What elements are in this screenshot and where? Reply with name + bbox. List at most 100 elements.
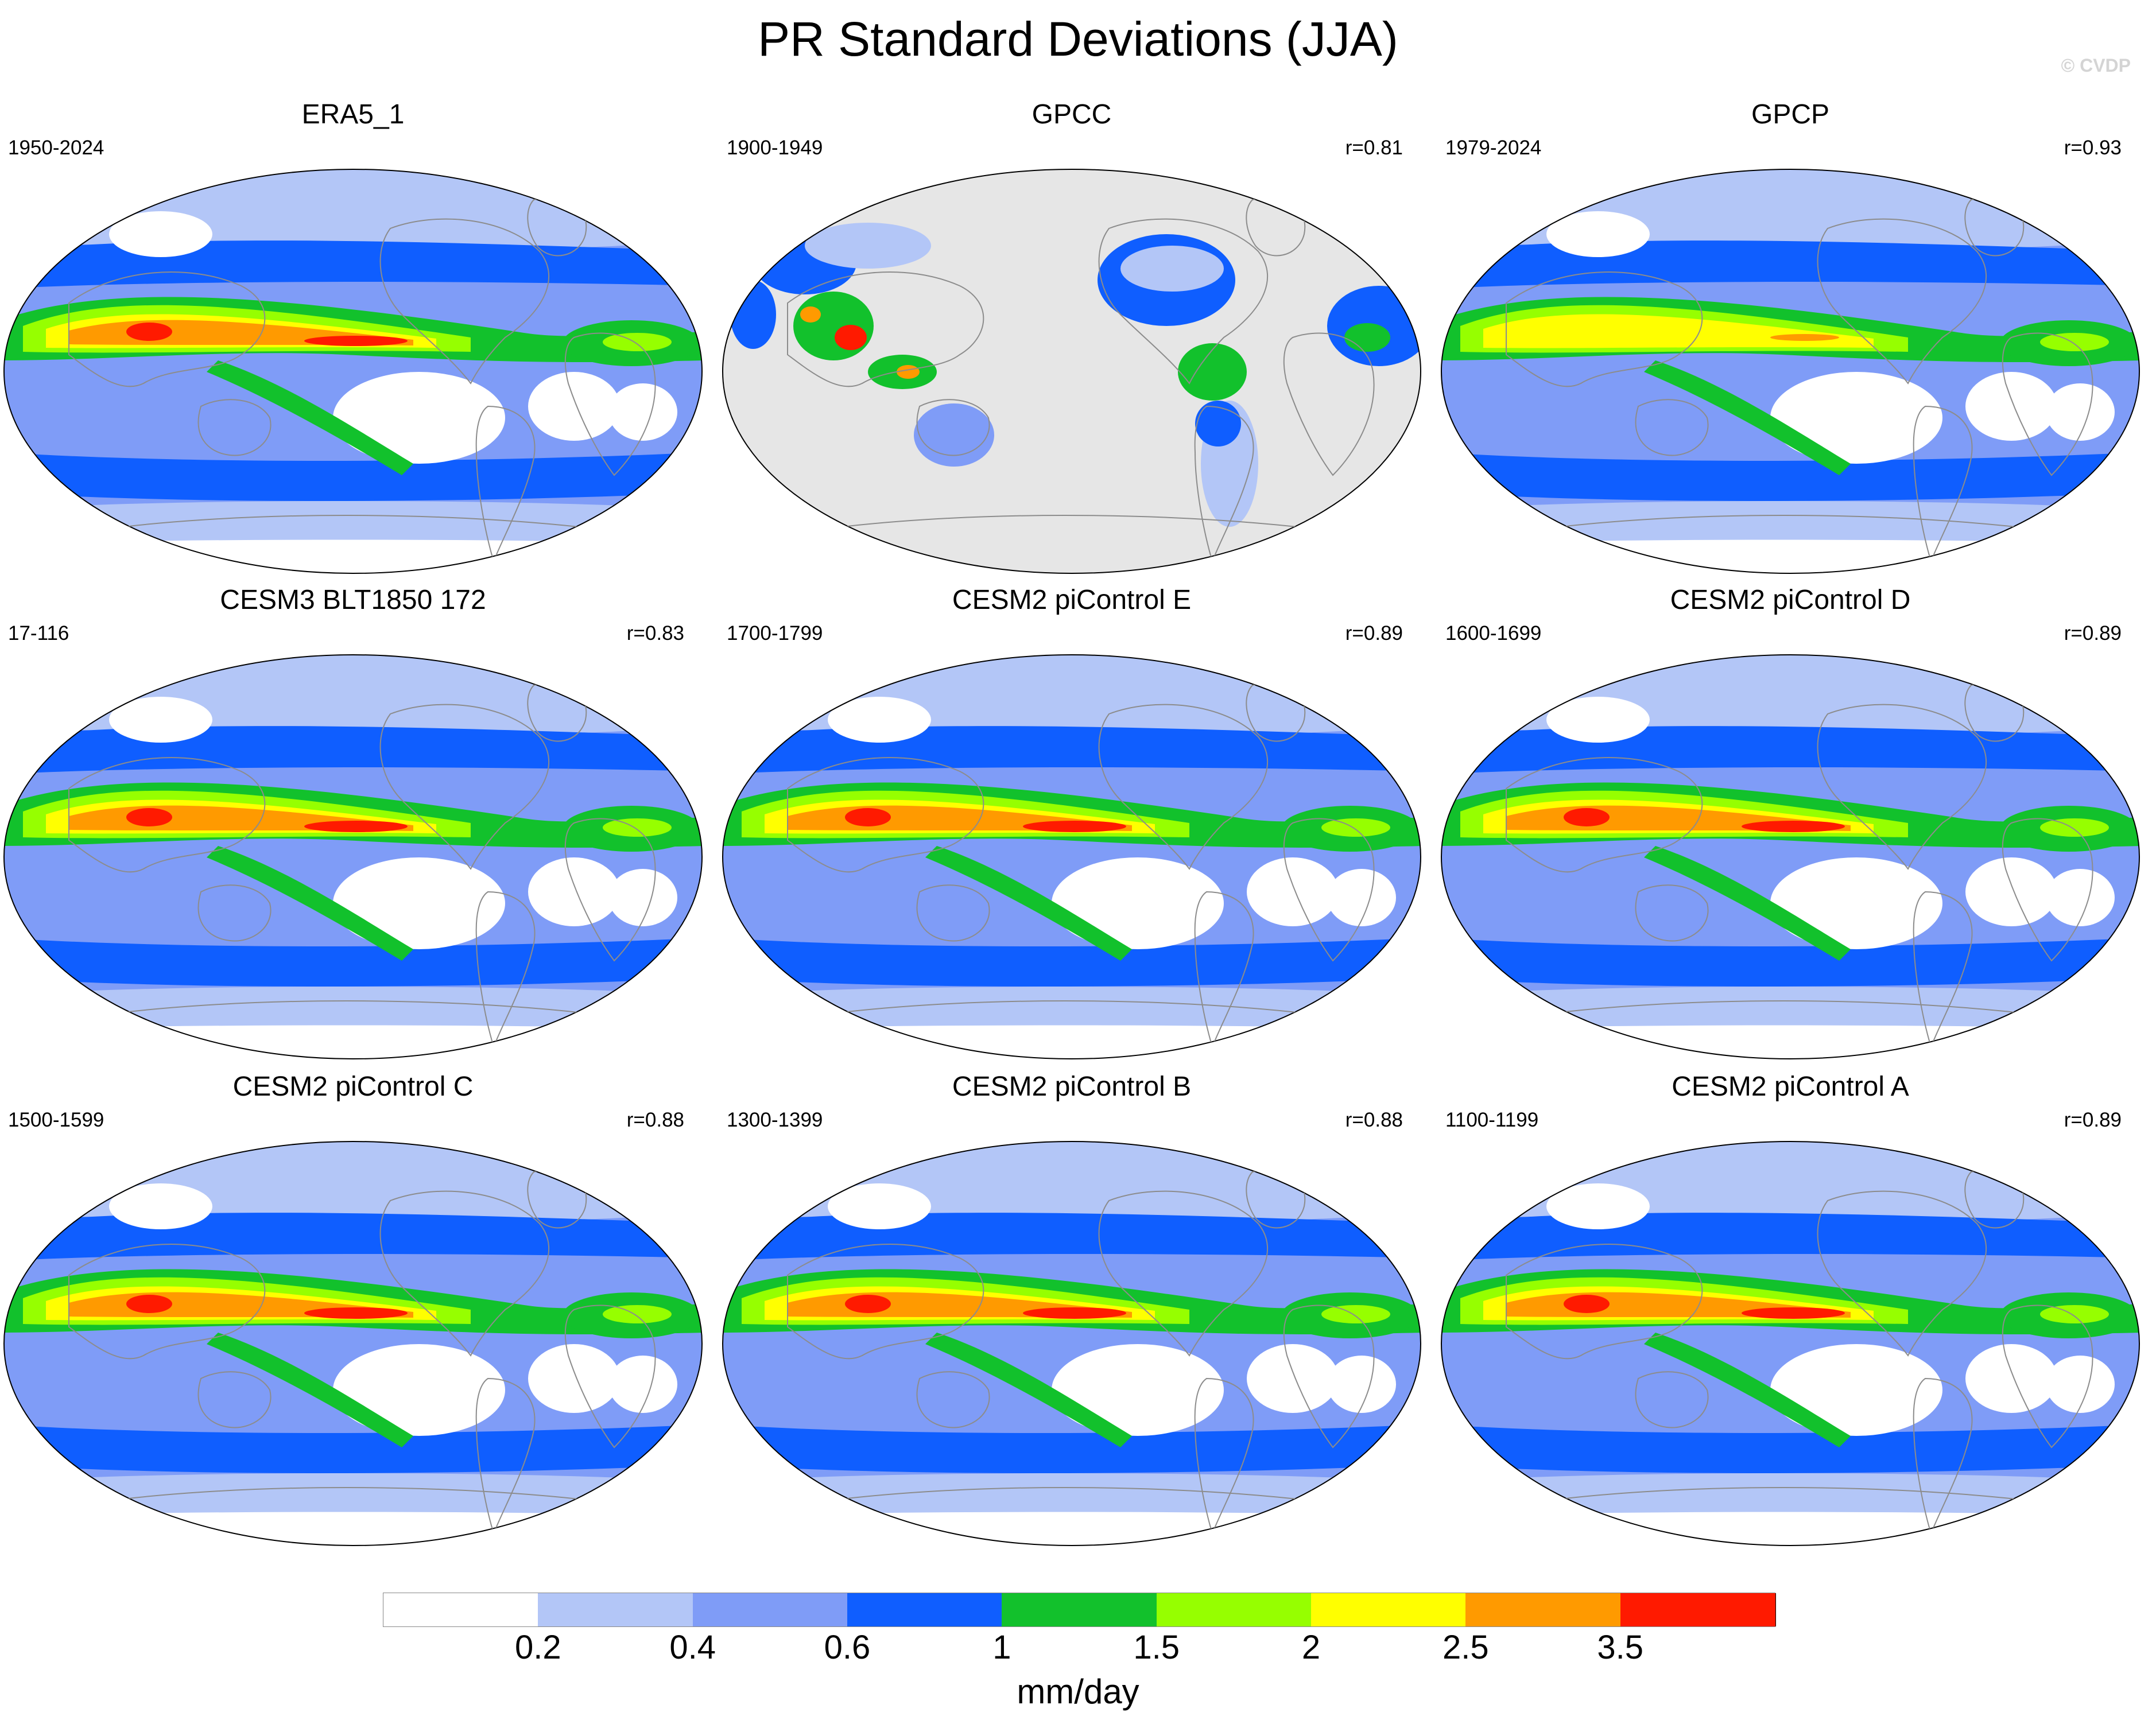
map-panel-picontrol-d: CESM2 piControl D 1600-1699 r=0.89 [1437,587,2143,1063]
precip-field [723,169,1421,573]
south-asia-precip [793,292,874,360]
south-indian-dry-zone [2046,383,2115,441]
south-atlantic-dry-zone [528,857,620,926]
southeast-pacific-dry-zone [333,372,505,464]
map-border [1441,169,2140,574]
sahel-precip [1344,323,1390,352]
south-storm-track [1441,452,2139,501]
map-border [1441,1141,2140,1546]
arctic-band [1441,655,2139,736]
north-pacific-dry-zone [828,697,931,743]
map-panel-gpcc: GPCC 1900-1949 r=0.81 [719,101,1425,577]
australia-coastline [197,1371,272,1428]
north-america-coastline [1817,218,1987,385]
atlantic-itcz-core [603,1305,672,1323]
spcz-branch [925,846,1132,961]
southeast-pacific-dry-zone [333,1344,505,1436]
africa-coastline [564,818,656,962]
asia-coastline [787,757,984,873]
panel-correlation: r=0.88 [626,1109,684,1131]
south-indian-dry-zone [2046,1356,2115,1413]
australia-coastline [916,1371,990,1428]
south-storm-track [4,1424,702,1473]
colorbar-swatch [538,1593,693,1626]
africa-coastline [1283,1304,1375,1449]
warm-pool-red [845,1295,891,1313]
panel-correlation: r=0.89 [2064,1109,2122,1131]
colorbar-swatch [1002,1593,1157,1626]
south-atlantic-dry-zone [1965,1344,2057,1413]
north-pacific-dry-zone [1546,211,1650,257]
africa-coastline [564,1304,656,1449]
atlantic-itcz-core [2040,1305,2109,1323]
coastlines [68,1170,656,1536]
antarctic-band [723,1025,1421,1059]
colorbar-swatch [1156,1593,1312,1626]
siberia-precip [805,223,931,269]
south-storm-track [1441,1424,2139,1473]
australia-coastline [916,884,990,942]
south-storm-track [4,452,702,501]
north-pacific-dry-zone [109,211,212,257]
arctic-band [1441,1141,2139,1223]
southeast-pacific-dry-zone [1770,1344,1942,1436]
map-projection [1437,651,2143,1063]
india-peak [800,306,821,323]
spcz-branch [1644,846,1851,961]
coastlines [68,683,656,1049]
australia-coastline [1635,1371,1709,1428]
colorbar-tick-label: 0.6 [824,1629,871,1666]
asia-coastline [68,271,266,387]
arctic-band [4,169,702,251]
north-america-coastline [1098,1190,1269,1357]
antarctica-coastline [80,1487,626,1505]
south-atlantic-dry-zone [528,1344,620,1413]
colorbar-tick-label: 2.5 [1442,1629,1489,1666]
arctic-band [1441,169,2139,251]
map-panel-picontrol-e: CESM2 piControl E 1700-1799 r=0.89 [719,587,1425,1063]
asia-coastline [787,271,984,387]
arctic-band [4,1141,702,1223]
colorbar-swatch [383,1593,539,1626]
spcz-branch [925,1333,1132,1447]
north-america-coastline [1817,704,1987,870]
antarctic-band [1441,1025,2139,1059]
north-pacific-dry-zone [828,1183,931,1229]
south-indian-dry-zone [608,383,677,441]
colorbar [383,1593,1776,1627]
antarctic-band [4,1512,702,1546]
atlantic-itcz-core [2040,818,2109,837]
north-pacific-dry-zone [109,1183,212,1229]
precip-field [723,655,1421,1059]
north-america-coastline [379,1190,550,1357]
map-border [722,169,1421,574]
south-storm-track [723,1424,1421,1473]
antarctic-band [4,1025,702,1059]
map-projection [719,165,1425,577]
colorbar-tick-label: 0.4 [669,1629,716,1666]
map-panel-cesm3: CESM3 BLT1850 172 17-116 r=0.83 [0,587,706,1063]
map-border [722,654,1421,1059]
panel-correlation: r=0.93 [2064,137,2122,159]
panel-period: 1100-1199 [1445,1109,1539,1131]
north-pacific-dry-zone [109,697,212,743]
australia-coastline [1635,884,1709,942]
warm-pool-red [126,1295,172,1313]
atlantic-itcz-core [1321,1305,1390,1323]
australia-coastline [916,399,990,456]
antarctic-band [1441,539,2139,573]
itcz-red-core [304,1307,408,1319]
coastlines [68,197,656,564]
north-storm-track [1441,1213,2139,1261]
panel-correlation: r=0.83 [626,622,684,644]
asia-coastline [68,757,266,873]
antarctica-coastline [798,1000,1345,1019]
colorbar-tick-label: 0.2 [515,1629,561,1666]
antarctica-coastline [80,515,626,533]
map-projection [1437,165,2143,577]
warm-pool-red [1564,808,1610,826]
asia-coastline [1506,1244,1703,1360]
antarctic-band [1441,1512,2139,1546]
panel-title: GPCP [1751,99,1830,130]
